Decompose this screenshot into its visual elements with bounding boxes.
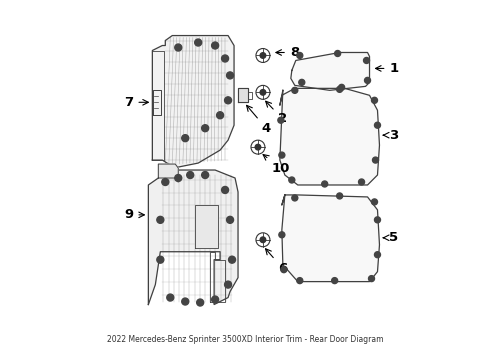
- Circle shape: [187, 171, 194, 179]
- Circle shape: [279, 152, 285, 158]
- Text: 8: 8: [276, 46, 299, 59]
- Circle shape: [371, 199, 377, 205]
- Polygon shape: [282, 195, 379, 282]
- Circle shape: [374, 122, 380, 128]
- Circle shape: [182, 298, 189, 305]
- Circle shape: [278, 117, 284, 123]
- Circle shape: [226, 216, 234, 223]
- Circle shape: [260, 90, 266, 95]
- Circle shape: [224, 97, 232, 104]
- Circle shape: [299, 80, 305, 85]
- Text: 7: 7: [124, 96, 148, 109]
- Circle shape: [368, 276, 374, 282]
- Text: 2022 Mercedes-Benz Sprinter 3500XD Interior Trim - Rear Door Diagram: 2022 Mercedes-Benz Sprinter 3500XD Inter…: [107, 335, 383, 344]
- Text: 6: 6: [266, 249, 287, 275]
- Polygon shape: [280, 88, 379, 185]
- Text: 1: 1: [375, 62, 398, 75]
- Circle shape: [371, 97, 377, 103]
- Circle shape: [292, 87, 298, 93]
- Circle shape: [364, 58, 369, 63]
- Circle shape: [167, 294, 174, 301]
- Circle shape: [337, 86, 343, 92]
- Circle shape: [226, 72, 234, 79]
- Circle shape: [221, 186, 228, 193]
- Circle shape: [162, 179, 169, 185]
- Circle shape: [224, 281, 232, 288]
- Text: 4: 4: [246, 105, 271, 135]
- Text: 9: 9: [124, 208, 145, 221]
- Circle shape: [372, 157, 378, 163]
- Circle shape: [365, 77, 370, 84]
- Circle shape: [374, 217, 380, 223]
- Circle shape: [297, 53, 303, 58]
- Circle shape: [281, 267, 287, 273]
- Polygon shape: [158, 164, 178, 182]
- Circle shape: [157, 256, 164, 263]
- Circle shape: [279, 232, 285, 238]
- Polygon shape: [148, 170, 238, 305]
- Text: 5: 5: [383, 231, 398, 244]
- Circle shape: [228, 256, 236, 263]
- Circle shape: [182, 135, 189, 141]
- Circle shape: [260, 237, 266, 243]
- Circle shape: [217, 112, 223, 119]
- Circle shape: [196, 299, 204, 306]
- Text: 10: 10: [263, 154, 290, 175]
- Circle shape: [202, 125, 209, 132]
- Polygon shape: [195, 205, 218, 248]
- Circle shape: [297, 278, 303, 284]
- Circle shape: [374, 252, 380, 258]
- Circle shape: [175, 44, 182, 51]
- Circle shape: [332, 278, 338, 284]
- Circle shape: [195, 39, 202, 46]
- Text: 2: 2: [266, 101, 287, 125]
- Polygon shape: [152, 36, 234, 167]
- Circle shape: [359, 179, 365, 185]
- Circle shape: [292, 195, 298, 201]
- Circle shape: [221, 55, 228, 62]
- Polygon shape: [291, 53, 369, 90]
- Circle shape: [157, 216, 164, 223]
- Polygon shape: [238, 88, 248, 102]
- Text: 3: 3: [383, 129, 399, 142]
- Circle shape: [289, 177, 295, 183]
- Circle shape: [335, 50, 341, 57]
- Circle shape: [339, 84, 344, 90]
- Circle shape: [202, 171, 209, 179]
- Circle shape: [337, 193, 343, 199]
- Circle shape: [255, 144, 261, 150]
- Circle shape: [212, 42, 219, 49]
- Circle shape: [260, 53, 266, 58]
- Circle shape: [322, 181, 328, 187]
- Circle shape: [175, 175, 182, 181]
- Circle shape: [212, 296, 219, 303]
